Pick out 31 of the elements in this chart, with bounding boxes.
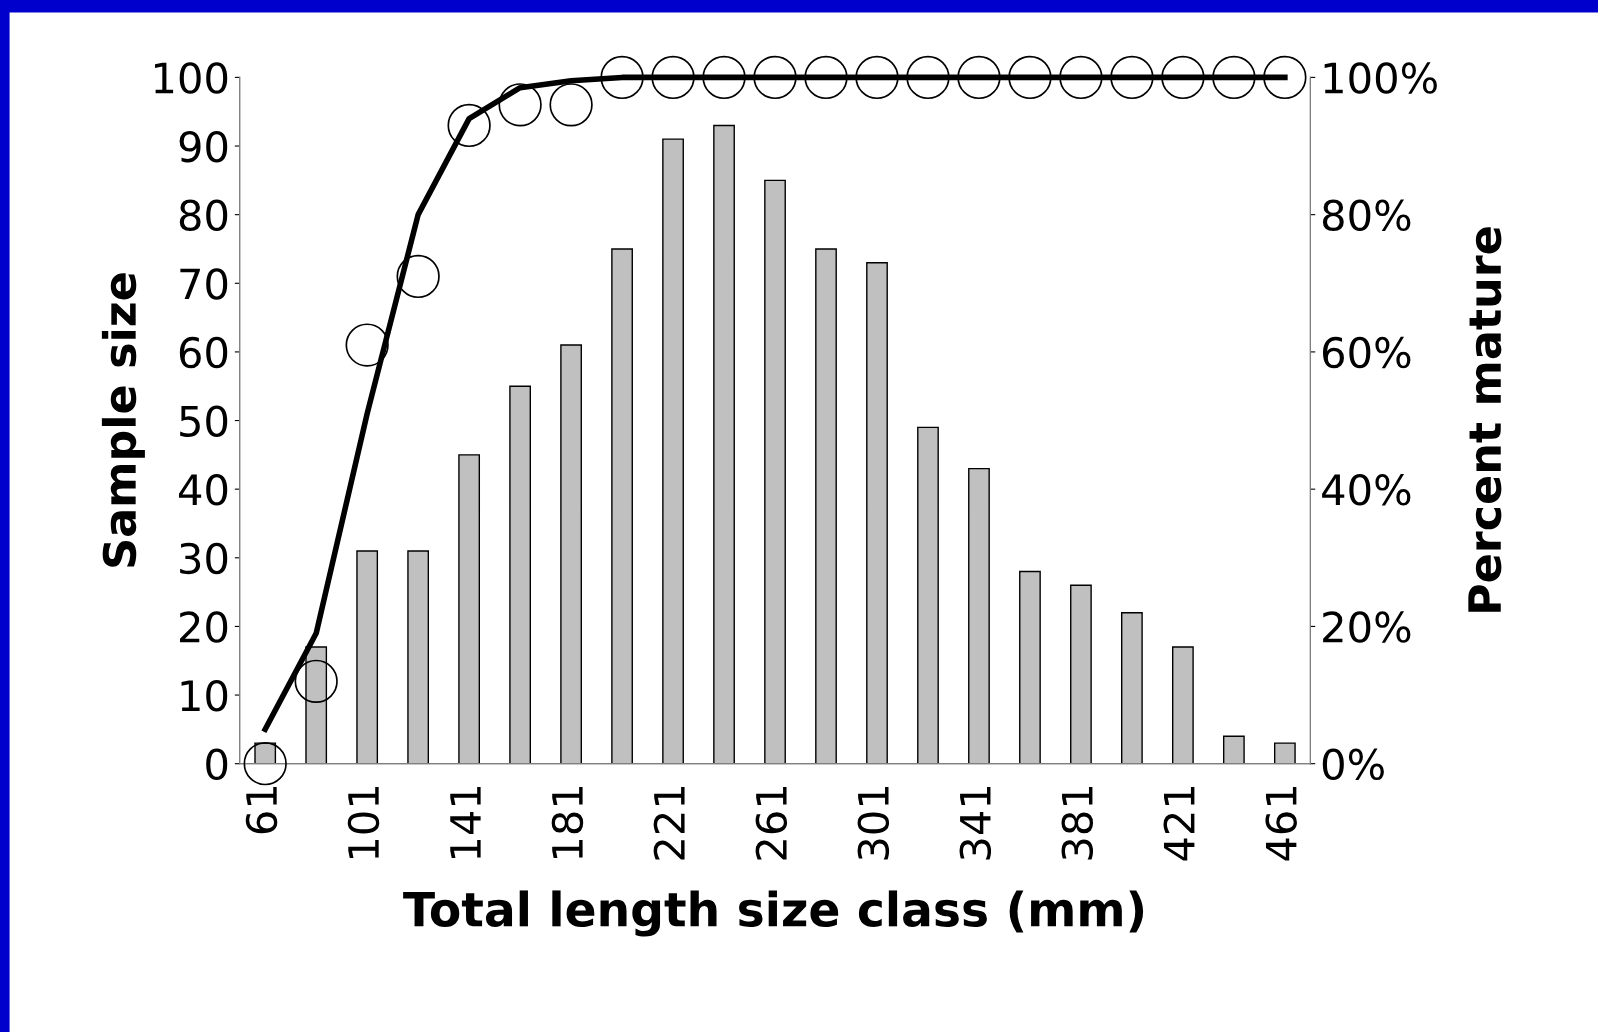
y2-tick-label: 40% (1322, 474, 1411, 506)
x-tick-label: 421 (1163, 786, 1195, 861)
x-tick-label: 301 (857, 786, 890, 860)
x-tick-label: 261 (755, 786, 788, 860)
x-tick-label: 221 (653, 786, 685, 860)
y-tick-label: 80 (179, 199, 228, 232)
y-tick-label: 50 (180, 405, 228, 437)
y2-tick-label: 60% (1322, 336, 1411, 369)
x-axis-title: Total length size class (mm) (403, 890, 1144, 937)
x-tick-label: 61 (245, 786, 278, 834)
y2-tick-label: 20% (1323, 611, 1411, 643)
y-tick-label: 90 (179, 130, 228, 163)
x-tick-label: 101 (347, 786, 380, 859)
y2-tick-label: 80% (1322, 199, 1411, 232)
x-tick-label: 141 (450, 786, 481, 859)
y-tick-label: 100 (155, 62, 228, 94)
y-tick-label: 30 (180, 542, 228, 575)
y-tick-label: 40 (178, 474, 228, 506)
y-axis-title: Sample size (101, 273, 145, 567)
x-tick-label: 381 (1061, 786, 1094, 860)
y-tick-label: 10 (181, 679, 228, 712)
y-tick-label: 60 (179, 336, 228, 369)
x-tick-label: 181 (551, 786, 584, 859)
x-tick-label: 461 (1265, 786, 1297, 861)
x-tick-label: 341 (959, 786, 992, 860)
y-tick-label: 20 (180, 611, 228, 643)
y-tick-label: 0 (206, 748, 228, 781)
y2-tick-label: 100% (1324, 62, 1437, 94)
y-tick-label: 70 (180, 268, 228, 300)
y2-axis-title: Percent mature (1468, 227, 1502, 612)
y2-tick-label: 0% (1322, 748, 1384, 781)
